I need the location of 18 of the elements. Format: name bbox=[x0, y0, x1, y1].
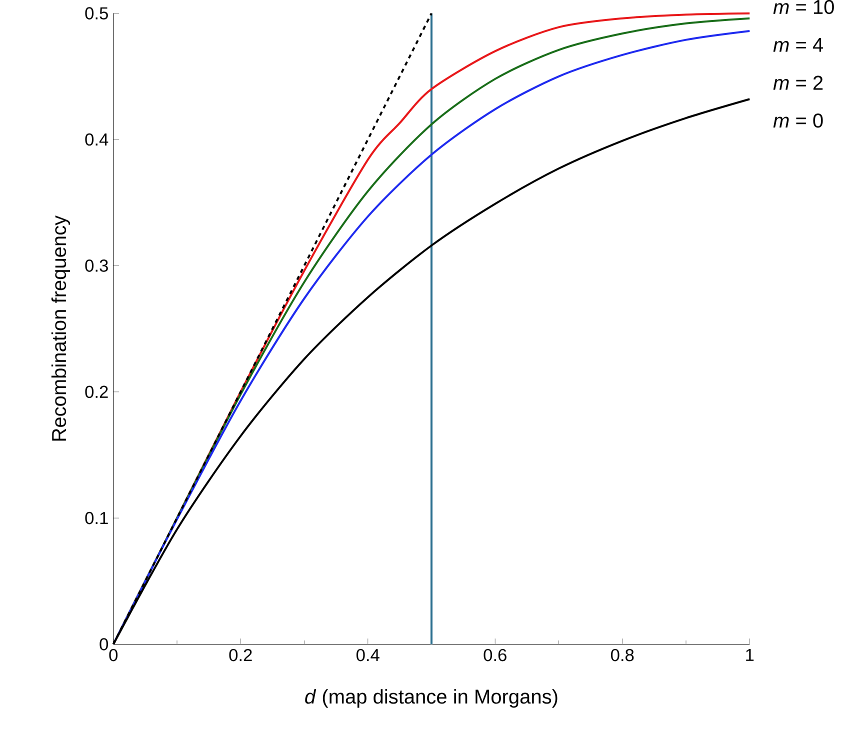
y-tick-label: 0 bbox=[100, 638, 108, 650]
series-label: m = 4 bbox=[773, 38, 824, 52]
y-axis-title: Recombination frequency bbox=[51, 215, 70, 440]
x-axis-title: d (map distance in Morgans) bbox=[305, 688, 558, 708]
x-tick-label: 0.2 bbox=[229, 648, 252, 662]
y-tick-label: 0.2 bbox=[85, 386, 108, 398]
x-tick-label: 0 bbox=[109, 648, 118, 662]
series-label: m = 10 bbox=[773, 0, 834, 14]
x-tick-label: 0.4 bbox=[356, 648, 380, 662]
y-tick-label: 0.3 bbox=[85, 259, 108, 272]
series-label: m = 0 bbox=[773, 113, 823, 128]
x-tick-label: 0.8 bbox=[610, 648, 634, 662]
y-tick-label: 0.4 bbox=[85, 133, 108, 146]
y-tick-label: 0.5 bbox=[85, 7, 108, 20]
x-tick-label: 0.6 bbox=[484, 648, 506, 662]
x-tick-label: 1 bbox=[746, 648, 754, 661]
text: m = 2 bbox=[773, 76, 823, 90]
y-tick-label: 0.1 bbox=[85, 512, 108, 524]
